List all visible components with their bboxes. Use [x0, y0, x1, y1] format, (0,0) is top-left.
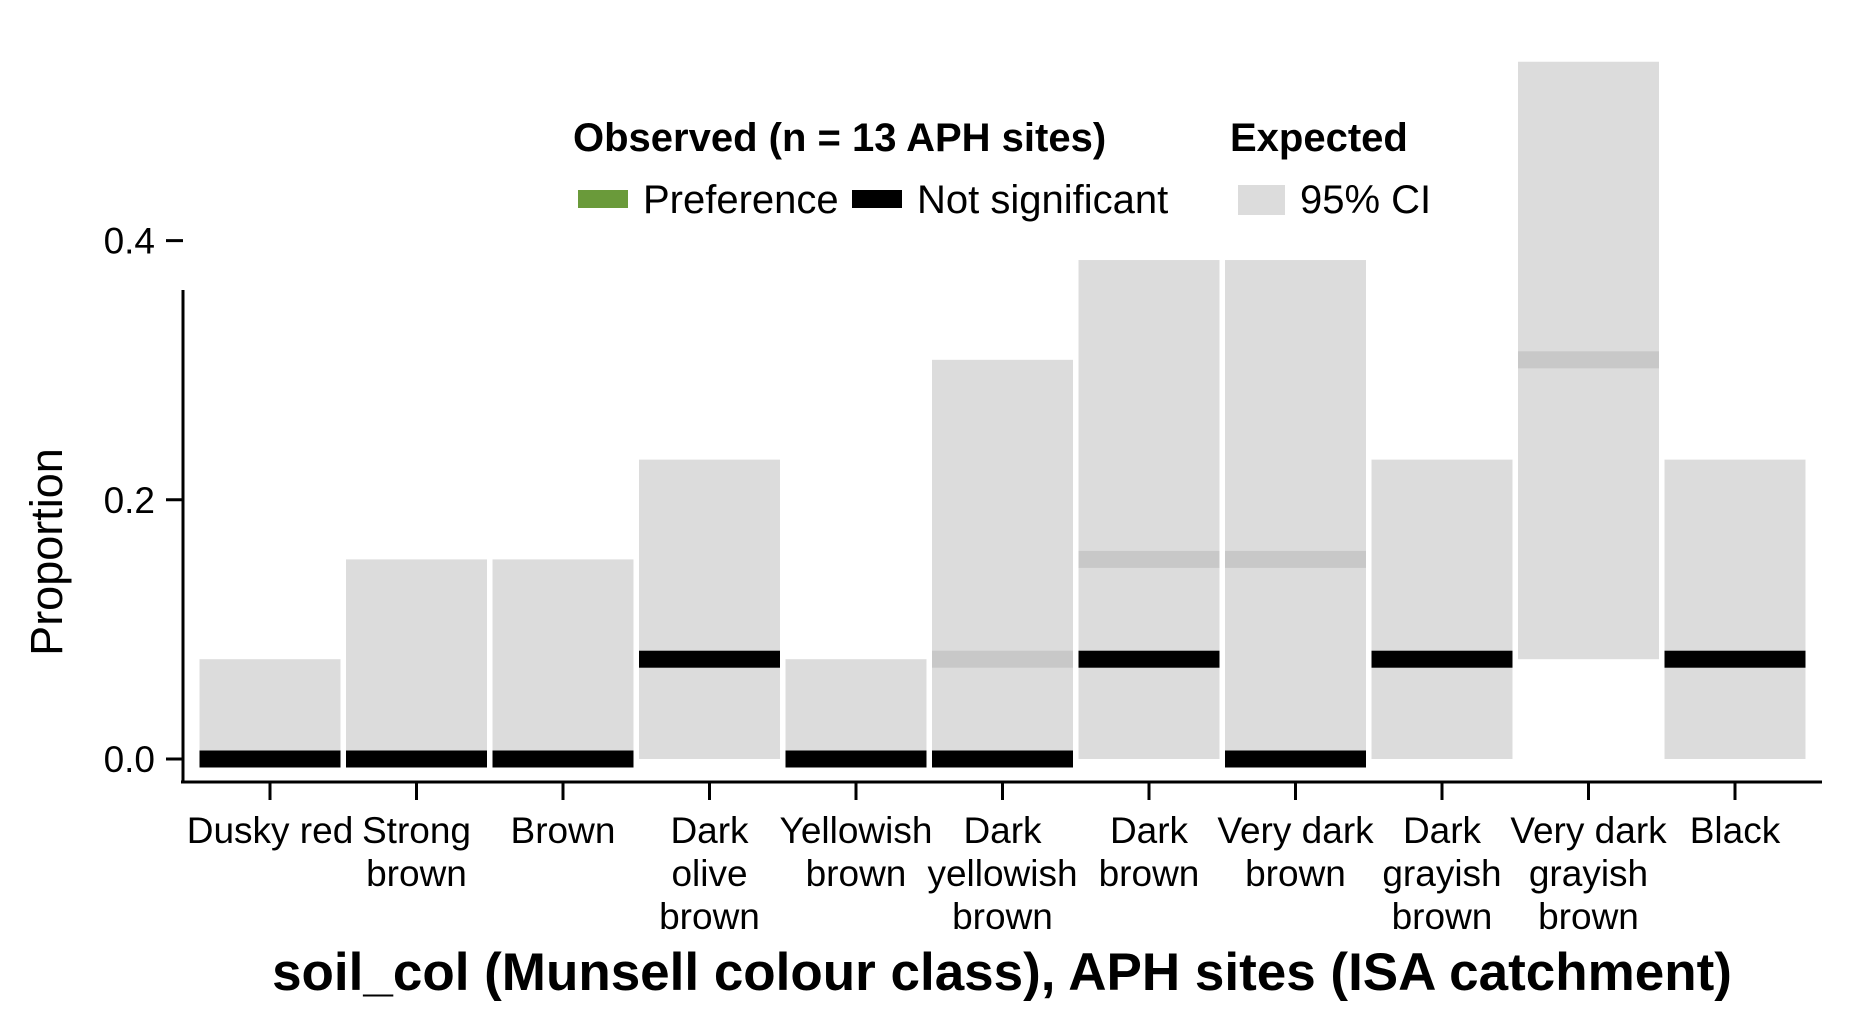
ci-band	[1078, 260, 1220, 759]
ci-band	[1225, 260, 1366, 759]
plot-area	[199, 61, 1806, 768]
x-tick-label: Brown	[511, 810, 616, 851]
x-axis-ticks: Dusky red Strong brown Brown Dark olive brownY…	[187, 783, 1781, 937]
observed-bar	[199, 750, 341, 768]
legend-swatch-preference	[578, 190, 628, 208]
ci-band	[785, 659, 927, 759]
y-axis-ticks: 0.0 0.2 0.4 0.6	[104, 0, 183, 780]
observed-bar	[1078, 650, 1220, 668]
x-tick-label: Dark brown	[1099, 810, 1200, 894]
y-tick-label: 0.6	[104, 0, 155, 2]
ci-band	[492, 559, 634, 759]
expected-line	[1078, 550, 1220, 568]
expected-line	[1518, 351, 1659, 369]
y-tick-label: 0.0	[104, 739, 155, 780]
observed-bar	[492, 750, 634, 768]
x-tick-label: Strong brown	[362, 810, 471, 894]
x-tick-label: Very dark brown	[1217, 810, 1374, 894]
observed-bar	[639, 650, 780, 668]
x-tick-label: Dusky red	[187, 810, 354, 851]
x-tick-label: Very dark grayish brown	[1510, 810, 1667, 937]
observed-bar	[785, 750, 927, 768]
x-tick-label: Yellowish brown	[780, 810, 933, 894]
legend-label-preference: Preference	[643, 178, 839, 222]
y-tick-label: 0.4	[104, 221, 155, 262]
legend-observed-title: Observed (n = 13 APH sites)	[573, 116, 1106, 160]
ci-band	[346, 559, 487, 759]
observed-bar	[932, 750, 1073, 768]
y-tick-label: 0.2	[104, 480, 155, 521]
legend-swatch-not-significant	[852, 190, 902, 208]
legend-label-ci: 95% CI	[1300, 178, 1431, 222]
observed-bar	[346, 750, 487, 768]
expected-line	[932, 650, 1073, 668]
x-tick-label: Dark olive brown	[659, 810, 760, 937]
observed-bar	[1371, 650, 1513, 668]
x-axis-title: soil_col (Munsell colour class), APH sit…	[272, 943, 1732, 1002]
y-axis-title: Proportion	[21, 448, 72, 656]
legend: Observed (n = 13 APH sites) Expected Pre…	[573, 116, 1431, 222]
x-tick-label: Black	[1690, 810, 1781, 851]
ci-band	[1371, 459, 1513, 759]
x-tick-label: Dark grayish brown	[1382, 810, 1501, 937]
ci-band	[1664, 459, 1806, 759]
ci-band	[932, 359, 1073, 759]
x-tick-label: Dark yellowish brown	[927, 810, 1077, 937]
observed-bar	[1664, 650, 1806, 668]
legend-swatch-ci	[1238, 185, 1285, 215]
ci-band	[199, 659, 341, 759]
expected-line	[1225, 550, 1366, 568]
ci-band	[639, 459, 780, 759]
observed-bar	[1225, 750, 1366, 768]
legend-expected-title: Expected	[1230, 116, 1408, 160]
legend-label-not-significant: Not significant	[917, 178, 1168, 222]
